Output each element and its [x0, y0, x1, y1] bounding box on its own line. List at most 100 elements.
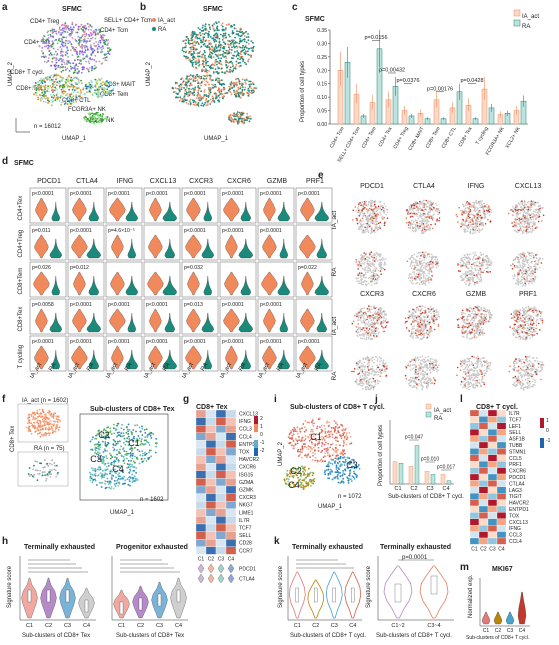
violin-d-ia-shape	[34, 234, 49, 259]
chart-c-ytick-label: 0.10	[317, 95, 327, 101]
violin-h-cat-label: C2	[137, 623, 144, 629]
panel-c-ylabel: Proportion of cell types	[300, 60, 306, 122]
heatmap-g-mini-violin	[207, 574, 215, 583]
panel-f-letter: f	[2, 394, 6, 405]
heatmap-g-cell	[195, 531, 207, 540]
violin-d-xlabel-ra: RA	[86, 362, 95, 372]
heatmap-g-violin-label: PDCD1	[239, 566, 256, 572]
violin-d-ia-shape	[186, 308, 201, 333]
violin-d-pval: p<0.0001	[108, 302, 130, 308]
heatmap-g-cell	[225, 432, 237, 441]
heatmap-g-mini-violin	[227, 574, 235, 583]
heatmap-l-cell	[496, 518, 507, 526]
heatmap-g-mini-violin	[217, 574, 225, 583]
heatmap-g-mini-violin	[207, 564, 215, 573]
umap-b-mait-cluster	[227, 77, 257, 99]
heatmap-g-scale-label: 0	[260, 432, 263, 438]
heatmap-g-colorbar-step	[254, 416, 258, 424]
violin-d-xlabel-ra: RA	[124, 362, 133, 372]
heatmap-g-cell	[205, 531, 217, 540]
heatmap-l-cell	[478, 441, 489, 449]
heatmap-l-cell	[469, 467, 480, 475]
heatmap-g-cell	[215, 463, 227, 471]
heatmap-g-cell	[225, 425, 237, 433]
panel-k-title-1: Terminally exhausted	[292, 544, 364, 551]
panel-h-letter: h	[2, 536, 9, 547]
chart-c-category-label: CD8+ MAIT	[407, 126, 425, 152]
violin-d-pval: p<0.0001	[260, 339, 282, 345]
heatmap-l-cell	[487, 454, 498, 462]
panel-f-ia-umap	[25, 408, 62, 438]
violin-d-ra-shape	[314, 275, 329, 296]
violin-d-ia-shape	[33, 271, 50, 296]
panel-f-cluster-label: C1	[128, 438, 140, 448]
panel-f-ra-umap	[27, 459, 59, 482]
feature-e-umap	[404, 305, 441, 341]
heatmap-g-cell	[215, 478, 227, 487]
heatmap-g-gene-label: GZMK	[239, 488, 254, 494]
violin-d-pval: p=0.026	[32, 265, 51, 271]
violin-m-cat-label: C2	[495, 628, 502, 634]
heatmap-l-cell	[496, 416, 507, 423]
umap-i-cluster-label: C2	[290, 466, 302, 476]
panel-f-sub-umap-2	[88, 460, 139, 490]
violin-d-ia-shape	[148, 234, 163, 259]
panel-c-legend-ia: IA_act	[522, 14, 540, 20]
violin-d-ra-shape	[201, 312, 214, 333]
violin-d-ia-shape	[149, 197, 162, 222]
feature-e-umap	[456, 355, 492, 391]
heatmap-g-gene-label: NKG7	[239, 503, 253, 509]
heatmap-g-cell	[225, 501, 237, 509]
violin-d-cell	[181, 298, 219, 335]
heatmap-g-cell	[215, 539, 227, 547]
violin-h-box	[176, 589, 181, 603]
heatmap-l-gene-label: CXCL13	[509, 520, 528, 526]
feature-plots-e: PDCD1 CTLA4 IFNG CXCL13 IA_act RA CXCR3 CXCR6 GZ…	[331, 183, 545, 391]
chart-j-cat-label: C1	[394, 486, 401, 492]
panel-h-xlabel-2: Sub-clusters of CD8+ Tex	[116, 633, 185, 639]
violin-d-pval: p<0.0001	[32, 191, 54, 197]
heatmap-l-colorbar-step	[540, 438, 544, 448]
panel-k-pval: p=0.0001	[402, 555, 428, 561]
violin-d-ra-shape	[240, 275, 251, 296]
heatmap-g-cell	[225, 523, 237, 532]
heatmap-g-cell	[225, 440, 237, 449]
violin-d-ra-shape	[277, 349, 290, 370]
violin-k2-cat-label: C3~4	[427, 623, 440, 629]
panel-a-n: n = 16012	[34, 124, 61, 130]
heatmap-g-gene-label: CXCR6	[239, 465, 256, 471]
proportion-chart-c: 0.00 0.05 0.10 0.15 0.20 0.25 0.30 0.35 CD4+ Tcm…	[317, 9, 528, 164]
violin-d-cell	[29, 261, 67, 298]
panel-h-title-1: Terminally exhausted	[24, 544, 96, 551]
panel-f-cluster-label: C3	[90, 454, 102, 464]
violin-d-ra-shape	[86, 238, 101, 259]
heatmap-g-gene-label: GZMA	[239, 480, 254, 486]
panel-i-title: Sub-clusters of CD8+ T cycl.	[290, 404, 385, 411]
heatmap-l-scale-label: 0	[546, 428, 549, 434]
heatmap-l-cell	[478, 537, 489, 545]
violin-d-ia-shape	[111, 345, 124, 370]
violin-d-ra-shape	[240, 201, 251, 222]
chart-c-category-label: CD4+ Tex	[378, 126, 394, 148]
heatmap-l-cell	[469, 493, 480, 500]
heatmap-l-col-label: C2	[480, 546, 487, 552]
heatmap-l-cell	[487, 531, 498, 539]
feature-e-umap	[406, 251, 440, 286]
violin-d-xlabel-ra: RA	[238, 362, 247, 372]
heatmap-l-cell	[487, 448, 498, 455]
heatmap-g-gene-label: IFNG	[239, 419, 251, 425]
heatmap-g-cell	[205, 523, 217, 532]
violin-d-ia-shape	[71, 345, 88, 370]
heatmap-l-cell	[496, 441, 507, 449]
panel-b-legend-ia: IA_act	[158, 18, 176, 24]
violin-h-cat-label: C2	[45, 623, 52, 629]
feature-e-umap	[351, 355, 389, 391]
violin-d-pval: p<0.0001	[222, 339, 244, 345]
violin-d-pval: p=0.0058	[32, 302, 54, 308]
heatmap-g-cell	[215, 523, 227, 532]
feature-e-gene-label: CXCR3	[360, 291, 384, 298]
heatmap-l-cell	[469, 499, 480, 507]
heatmap-g-col-label: C1	[198, 556, 205, 562]
violin-d-pval: p<0.0001	[146, 302, 168, 308]
panel-j-legend-ia: IA_act	[434, 408, 452, 414]
